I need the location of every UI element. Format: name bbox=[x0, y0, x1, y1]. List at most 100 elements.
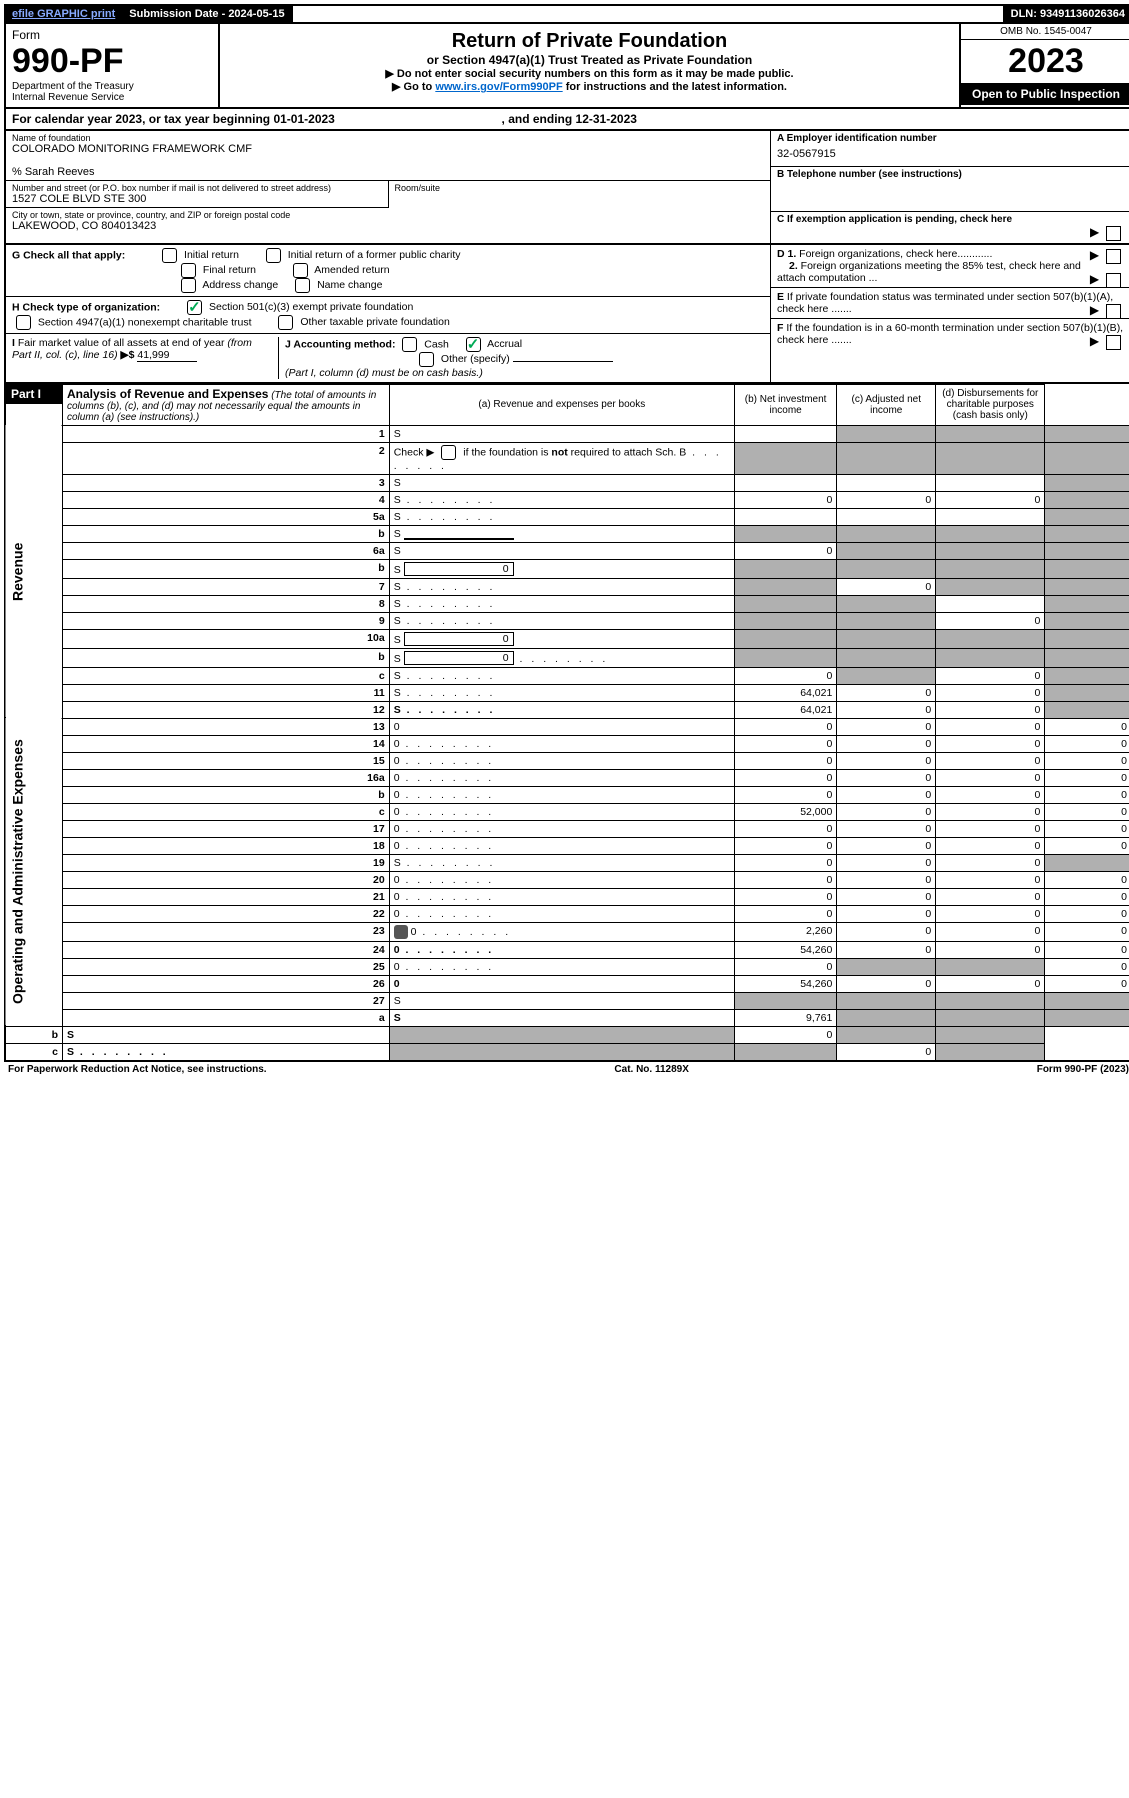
cell-7-d bbox=[1045, 578, 1129, 595]
instruction-1: ▶ Do not enter social security numbers o… bbox=[226, 67, 953, 80]
table-row: 12 S . . . . . . . . 64,02100 bbox=[5, 701, 1129, 718]
cell-b-c bbox=[936, 559, 1045, 578]
line-desc-16a: 0 . . . . . . . . bbox=[389, 769, 734, 786]
cell-18-c: 0 bbox=[936, 837, 1045, 854]
cell-14-a: 0 bbox=[734, 735, 836, 752]
open-to-public: Open to Public Inspection bbox=[961, 83, 1129, 105]
form-header: Form 990-PF Department of the Treasury I… bbox=[4, 24, 1129, 109]
table-row: c S . . . . . . . . 0 bbox=[5, 1043, 1129, 1061]
cell-9-d bbox=[1045, 612, 1129, 629]
cell-1-c bbox=[936, 425, 1045, 442]
attachment-icon[interactable] bbox=[394, 925, 408, 939]
f-checkbox[interactable] bbox=[1106, 335, 1121, 350]
form990pf-link[interactable]: www.irs.gov/Form990PF bbox=[435, 81, 562, 93]
cell-4-d bbox=[1045, 491, 1129, 508]
cell-24-b: 0 bbox=[837, 941, 936, 958]
h-501c3[interactable] bbox=[187, 300, 202, 315]
cell-21-b: 0 bbox=[837, 888, 936, 905]
table-row: 3 S bbox=[5, 474, 1129, 491]
g-name-change[interactable] bbox=[295, 278, 310, 293]
form-number: 990-PF bbox=[12, 42, 212, 81]
c-checkbox[interactable] bbox=[1106, 226, 1121, 241]
table-row: 15 0 . . . . . . . . 0000 bbox=[5, 752, 1129, 769]
table-row: 22 0 . . . . . . . . 0000 bbox=[5, 905, 1129, 922]
cell-8-d bbox=[1045, 595, 1129, 612]
g-final-return[interactable] bbox=[181, 263, 196, 278]
line-num-9: 9 bbox=[63, 612, 390, 629]
cell-10a-d bbox=[1045, 629, 1129, 648]
table-row: 24 0 . . . . . . . . 54,260000 bbox=[5, 941, 1129, 958]
checks-section: G Check all that apply: Initial return I… bbox=[4, 245, 1129, 384]
line-num-6a: 6a bbox=[63, 542, 390, 559]
e-checkbox[interactable] bbox=[1106, 304, 1121, 319]
cell-17-b: 0 bbox=[837, 820, 936, 837]
cell-21-d: 0 bbox=[1045, 888, 1129, 905]
cell-b-d bbox=[1045, 648, 1129, 667]
g-check-row: G Check all that apply: Initial return I… bbox=[6, 245, 770, 297]
g-initial-return[interactable] bbox=[162, 248, 177, 263]
cell-6a-d bbox=[1045, 542, 1129, 559]
ein-cell: A Employer identification number 32-0567… bbox=[771, 131, 1129, 167]
table-row: a S 9,761 bbox=[5, 1009, 1129, 1026]
form-id-block: Form 990-PF Department of the Treasury I… bbox=[6, 24, 220, 107]
cell-22-c: 0 bbox=[936, 905, 1045, 922]
cell-b-a bbox=[734, 559, 836, 578]
g-address-change[interactable] bbox=[181, 278, 196, 293]
cell-20-b: 0 bbox=[837, 871, 936, 888]
irs-label: Internal Revenue Service bbox=[12, 92, 212, 103]
h-4947a1[interactable] bbox=[16, 315, 31, 330]
i-fmv-cell: I Fair market value of all assets at end… bbox=[12, 337, 279, 379]
h-other-taxable[interactable] bbox=[278, 315, 293, 330]
cell-11-a: 64,021 bbox=[734, 684, 836, 701]
cell-11-c: 0 bbox=[936, 684, 1045, 701]
cell-3-a bbox=[734, 474, 836, 491]
j-accrual[interactable] bbox=[466, 337, 481, 352]
line-num-4: 4 bbox=[63, 491, 390, 508]
line-desc-21: 0 . . . . . . . . bbox=[389, 888, 734, 905]
cell-b-c bbox=[837, 1026, 936, 1043]
g-amended[interactable] bbox=[293, 263, 308, 278]
g-initial-former[interactable] bbox=[266, 248, 281, 263]
cell-16a-c: 0 bbox=[936, 769, 1045, 786]
j-other[interactable] bbox=[419, 352, 434, 367]
table-row: b S 0 bbox=[5, 1026, 1129, 1043]
room-suite-cell: Room/suite bbox=[388, 181, 771, 208]
paperwork-notice: For Paperwork Reduction Act Notice, see … bbox=[8, 1064, 267, 1075]
line-num-c: c bbox=[5, 1043, 63, 1061]
line-num-15: 15 bbox=[63, 752, 390, 769]
line-desc-2: Check ▶ if the foundation is not require… bbox=[389, 442, 734, 474]
address-cell: Number and street (or P.O. box number if… bbox=[6, 181, 388, 208]
cell-9-b bbox=[837, 612, 936, 629]
j-cash[interactable] bbox=[402, 337, 417, 352]
cell-c-b bbox=[734, 1043, 836, 1061]
cell-b-d: 0 bbox=[1045, 786, 1129, 803]
cell-26-a: 54,260 bbox=[734, 975, 836, 992]
d1-checkbox[interactable] bbox=[1106, 249, 1121, 264]
cell-c-a bbox=[389, 1043, 734, 1061]
line-num-8: 8 bbox=[63, 595, 390, 612]
efile-print-link[interactable]: efile GRAPHIC print bbox=[6, 6, 123, 22]
cell-23-d: 0 bbox=[1045, 922, 1129, 941]
line-desc-7: S . . . . . . . . bbox=[389, 578, 734, 595]
cell-19-a: 0 bbox=[734, 854, 836, 871]
line-num-16a: 16a bbox=[63, 769, 390, 786]
table-row: 27 S bbox=[5, 992, 1129, 1009]
form-title: Return of Private Foundation bbox=[226, 30, 953, 53]
part1-heading: Analysis of Revenue and Expenses (The to… bbox=[63, 384, 390, 425]
cell-b-d bbox=[1045, 559, 1129, 578]
cell-18-d: 0 bbox=[1045, 837, 1129, 854]
table-row: b S 0 bbox=[5, 559, 1129, 578]
cell-8-a bbox=[734, 595, 836, 612]
line-num-3: 3 bbox=[63, 474, 390, 491]
table-row: c 0 . . . . . . . . 52,000000 bbox=[5, 803, 1129, 820]
foundation-name-cell: Name of foundation COLORADO MONITORING F… bbox=[6, 131, 770, 181]
line-desc-8: S . . . . . . . . bbox=[389, 595, 734, 612]
top-bar: efile GRAPHIC print Submission Date - 20… bbox=[4, 4, 1129, 24]
schb-checkbox[interactable] bbox=[441, 445, 456, 460]
line-num-17: 17 bbox=[63, 820, 390, 837]
cell-15-b: 0 bbox=[837, 752, 936, 769]
table-row: 7 S . . . . . . . . 0 bbox=[5, 578, 1129, 595]
cell-c-d: 0 bbox=[1045, 803, 1129, 820]
table-row: b S 0 . . . . . . . . bbox=[5, 648, 1129, 667]
d2-checkbox[interactable] bbox=[1106, 273, 1121, 288]
